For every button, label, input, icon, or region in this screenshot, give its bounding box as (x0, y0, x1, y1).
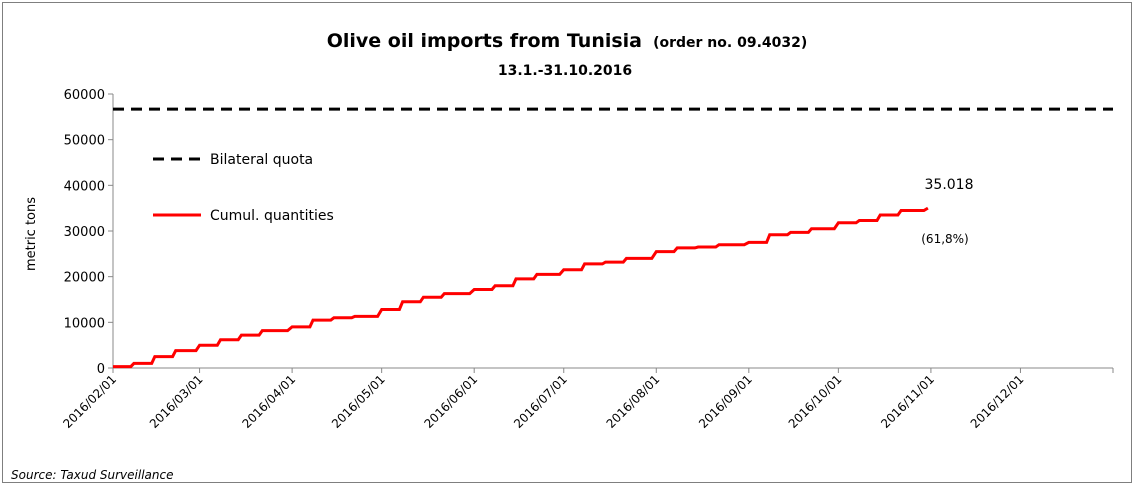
legend-label-cumul-quantities: Cumul. quantities (210, 208, 334, 224)
x-tick-label: 2016/04/01 (239, 372, 298, 431)
y-axis-label: metric tons (24, 197, 39, 271)
chart-frame: Olive oil imports from Tunisia (order no… (2, 2, 1132, 483)
y-tick-label: 50000 (64, 134, 105, 149)
chart-title: Olive oil imports from Tunisia (327, 30, 642, 52)
y-tick-label: 60000 (64, 88, 105, 103)
series-layer (113, 107, 1113, 369)
annotation-last-percent: (61,8%) (921, 232, 968, 246)
chart-title-line: Olive oil imports from Tunisia (order no… (327, 30, 808, 52)
y-tick-label: 0 (97, 362, 105, 377)
x-ticks: 2016/02/01 2016/03/01 2016/04/01 2016/05/01… (60, 368, 1114, 431)
y-tick-label: 40000 (64, 179, 105, 194)
annotation-last-value: 35.018 (925, 177, 974, 193)
x-tick-label: 2016/02/01 (60, 372, 119, 431)
x-tick-label: 2016/05/01 (329, 372, 388, 431)
x-tick-label: 2016/10/01 (786, 372, 845, 431)
chart-subtitle: 13.1.-31.10.2016 (498, 63, 632, 79)
y-ticks: 0 10000 20000 30000 40000 50000 60000 (64, 88, 113, 377)
series-line-cumul-quantities (113, 206, 929, 369)
source-note: Source: Taxud Surveillance (11, 468, 173, 482)
y-tick-label: 20000 (64, 271, 105, 286)
y-tick-label: 10000 (64, 316, 105, 331)
x-tick-label: 2016/03/01 (147, 372, 206, 431)
y-tick-label: 30000 (64, 225, 105, 240)
x-tick-label: 2016/08/01 (604, 372, 663, 431)
x-tick-label: 2016/07/01 (511, 372, 570, 431)
x-tick-label: 2016/11/01 (878, 372, 937, 431)
chart-svg: Olive oil imports from Tunisia (order no… (11, 30, 1114, 482)
legend: Bilateral quota Cumul. quantities (153, 152, 334, 224)
chart-title-order: (order no. 09.4032) (653, 35, 807, 51)
x-tick-label: 2016/09/01 (696, 372, 755, 431)
x-tick-label: 2016/06/01 (422, 372, 481, 431)
legend-label-bilateral-quota: Bilateral quota (210, 152, 313, 168)
x-tick-label: 2016/12/01 (968, 372, 1027, 431)
